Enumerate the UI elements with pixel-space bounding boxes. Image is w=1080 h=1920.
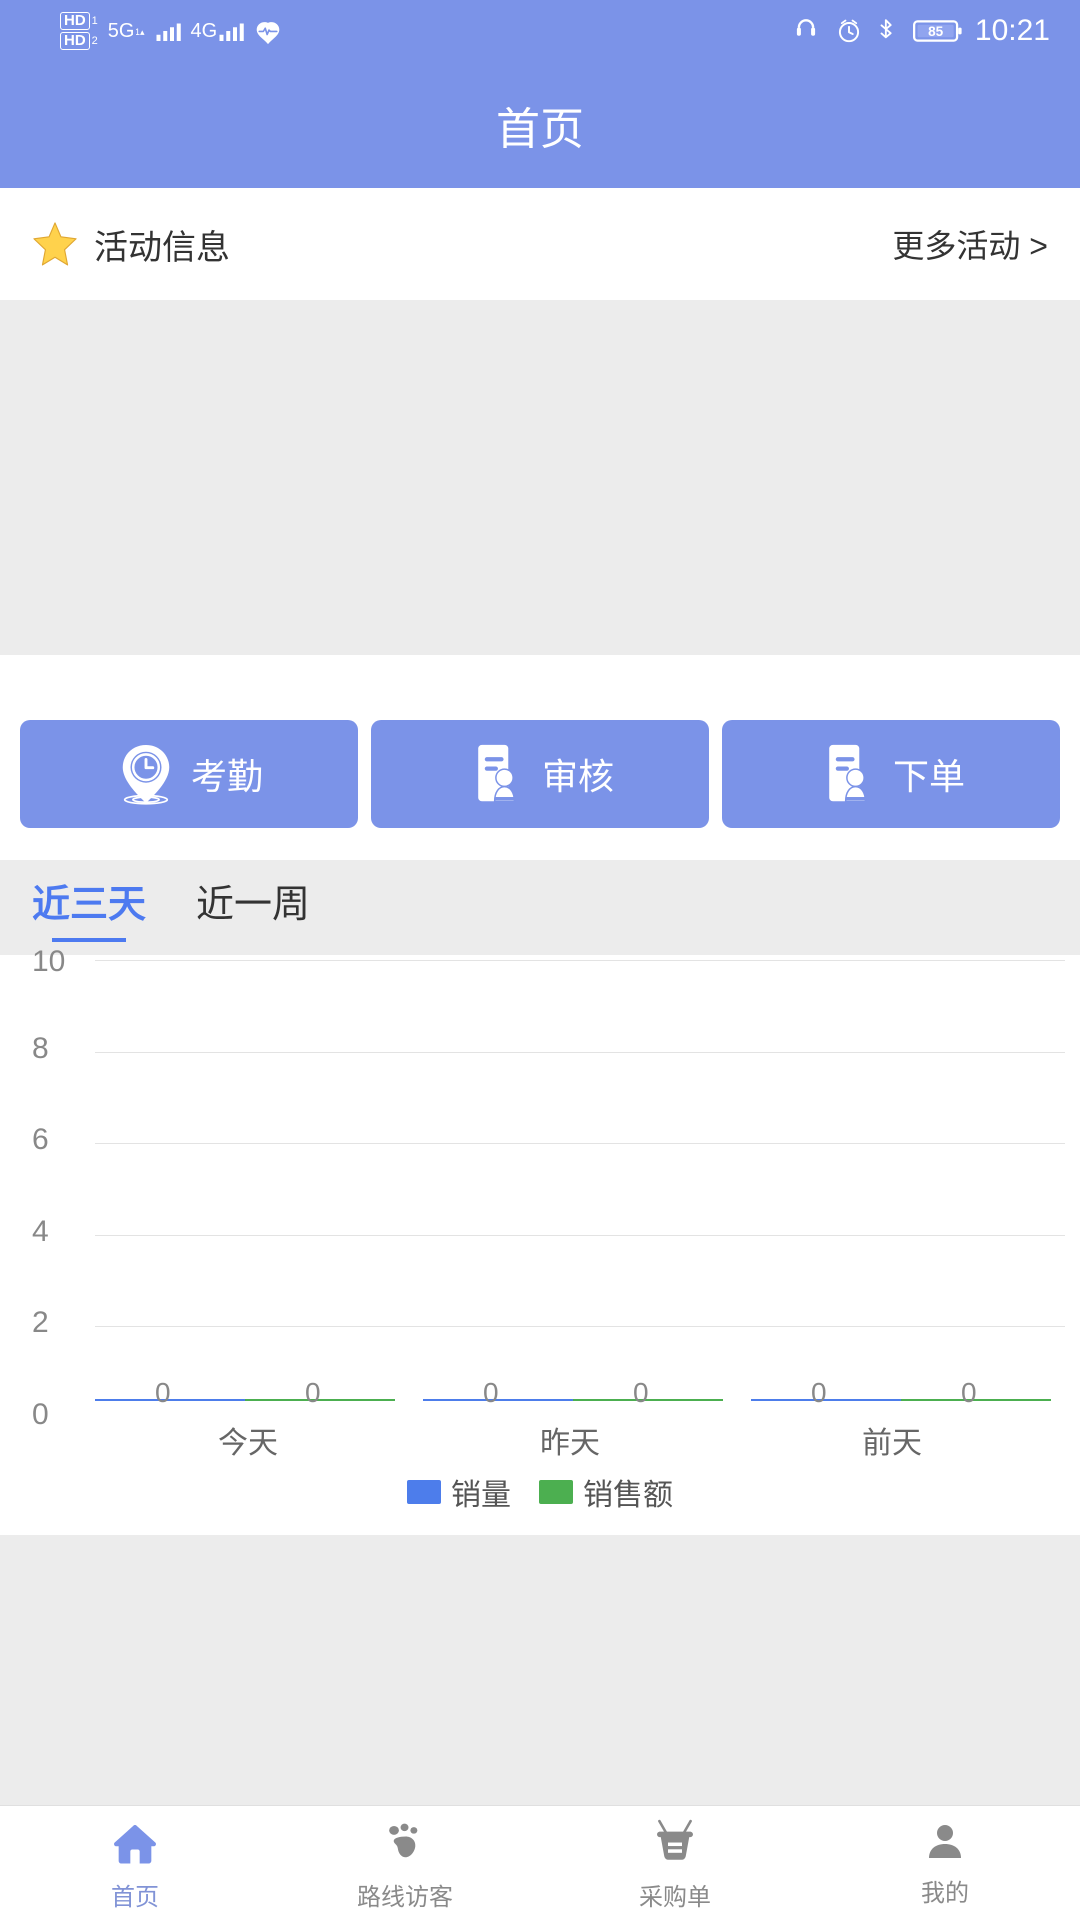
svg-text:85: 85 xyxy=(928,24,944,39)
svg-text:1▴: 1▴ xyxy=(136,27,145,37)
